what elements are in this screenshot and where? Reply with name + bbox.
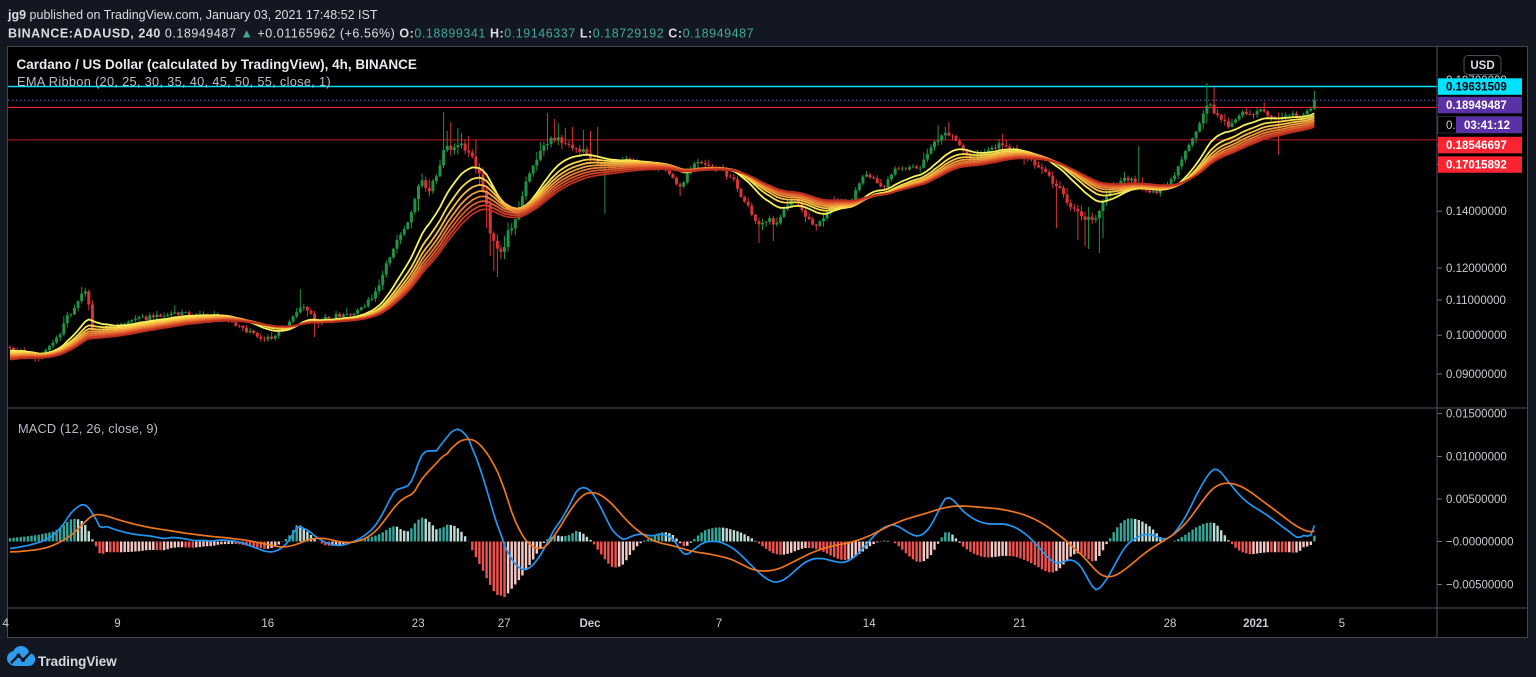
svg-text:−0.00500000: −0.00500000	[1446, 580, 1513, 592]
svg-text:23: 23	[412, 618, 425, 630]
svg-text:USD: USD	[1470, 60, 1494, 72]
svg-text:0.: 0.	[1446, 120, 1456, 132]
svg-text:0.12000000: 0.12000000	[1446, 263, 1507, 275]
svg-text:0.17015892: 0.17015892	[1446, 160, 1507, 172]
svg-text:7: 7	[716, 618, 722, 630]
svg-text:0.18949487: 0.18949487	[1446, 100, 1507, 112]
svg-text:4: 4	[2, 618, 9, 630]
svg-text:27: 27	[498, 618, 511, 630]
svg-text:0.19631509: 0.19631509	[1446, 82, 1507, 94]
svg-text:16: 16	[261, 618, 274, 630]
svg-text:28: 28	[1164, 618, 1177, 630]
svg-text:0.11000000: 0.11000000	[1446, 295, 1506, 307]
svg-text:9: 9	[114, 618, 120, 630]
svg-text:2021: 2021	[1243, 618, 1269, 630]
svg-text:5: 5	[1339, 618, 1345, 630]
svg-text:EMA Ribbon (20, 25, 30, 35, 40: EMA Ribbon (20, 25, 30, 35, 40, 45, 50, …	[17, 74, 331, 89]
svg-text:0.14000000: 0.14000000	[1446, 206, 1507, 218]
svg-text:0.01500000: 0.01500000	[1446, 409, 1507, 421]
svg-text:0.10000000: 0.10000000	[1446, 330, 1507, 342]
svg-text:−0.00000000: −0.00000000	[1446, 537, 1513, 549]
svg-text:0.18546697: 0.18546697	[1446, 140, 1507, 152]
svg-text:Dec: Dec	[579, 618, 601, 630]
svg-text:14: 14	[863, 618, 876, 630]
svg-text:03:41:12: 03:41:12	[1464, 120, 1510, 132]
svg-text:0.01000000: 0.01000000	[1446, 452, 1507, 464]
svg-text:0.00500000: 0.00500000	[1446, 494, 1507, 506]
svg-text:0.09000000: 0.09000000	[1446, 369, 1507, 381]
svg-text:MACD (12, 26, close, 9): MACD (12, 26, close, 9)	[18, 421, 158, 436]
svg-text:21: 21	[1013, 618, 1026, 630]
svg-text:BINANCE:ADAUSD, 240 0.1894948: BINANCE:ADAUSD, 240 0.18949487 ▲ +0.0116…	[8, 27, 754, 41]
svg-text:TradingView: TradingView	[38, 654, 117, 669]
svg-text:jg9 published on TradingView.c: jg9 published on TradingView.com, Januar…	[7, 8, 378, 22]
svg-text:Cardano / US Dollar (calculate: Cardano / US Dollar (calculated by Tradi…	[17, 57, 417, 72]
